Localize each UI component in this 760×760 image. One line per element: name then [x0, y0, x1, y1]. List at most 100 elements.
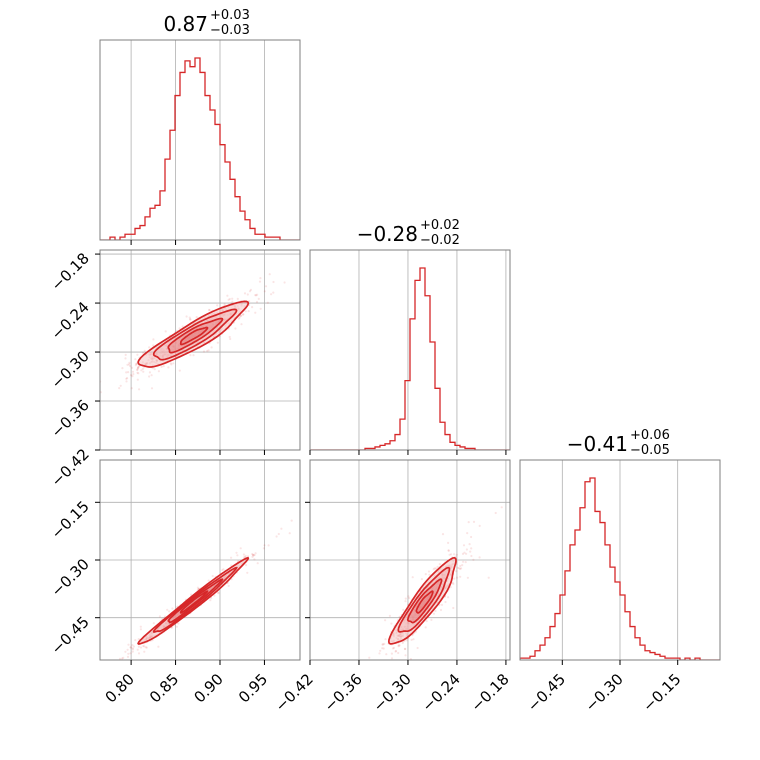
scatter-point	[459, 575, 462, 578]
scatter-point	[153, 360, 156, 364]
scatter-point	[407, 595, 410, 598]
scatter-point	[195, 316, 198, 319]
scatter-point	[412, 638, 415, 641]
scatter-point	[137, 645, 140, 648]
scatter-point	[236, 305, 239, 308]
scatter-point	[212, 313, 215, 316]
scatter-point	[136, 378, 139, 381]
scatter-point	[258, 280, 262, 283]
axes-frame	[309, 249, 511, 451]
histogram-step-0	[100, 57, 300, 240]
title-median: −0.28	[357, 222, 418, 246]
scatter-point	[438, 563, 441, 566]
scatter-point	[150, 633, 153, 636]
scatter-point	[266, 301, 269, 304]
scatter-point	[451, 562, 455, 565]
scatter-point	[189, 318, 192, 321]
scatter-point	[394, 650, 397, 653]
scatter-point	[236, 554, 239, 557]
y-tick-label: −0.30	[48, 555, 93, 600]
scatter-point	[464, 561, 467, 564]
y-tick-label: −0.36	[48, 396, 93, 441]
scatter-point	[158, 615, 161, 618]
scatter-point	[478, 524, 481, 528]
scatter-point	[397, 651, 400, 655]
scatter-point	[237, 317, 240, 320]
scatter-point	[455, 553, 458, 556]
scatter-point	[172, 362, 175, 365]
contour-level	[415, 590, 434, 614]
scatter-point	[242, 553, 245, 556]
scatter-point	[150, 357, 153, 360]
scatter-point	[424, 573, 427, 576]
scatter-point	[254, 294, 257, 297]
scatter-point	[463, 551, 466, 554]
scatter-point	[152, 344, 155, 347]
scatter-point	[392, 639, 395, 642]
scatter-point	[147, 637, 150, 640]
scatter-point	[408, 597, 411, 600]
scatter-point	[500, 506, 503, 509]
scatter-point	[175, 625, 178, 628]
scatter-point	[124, 353, 127, 356]
scatter-point	[150, 631, 153, 635]
scatter-point	[122, 656, 125, 660]
scatter-point	[277, 532, 280, 536]
scatter-point	[254, 552, 257, 555]
scatter-point	[74, 697, 76, 699]
scatter-point	[207, 579, 210, 582]
x-tick-label: −0.18	[468, 670, 513, 715]
scatter-point	[449, 565, 452, 568]
scatter-point	[145, 637, 148, 641]
scatter-point	[124, 357, 127, 360]
scatter-point	[166, 608, 169, 611]
scatter-point	[143, 650, 146, 653]
scatter-point	[306, 517, 308, 519]
scatter-point	[227, 584, 230, 588]
scatter-point	[156, 359, 159, 362]
scatter-point	[470, 547, 473, 550]
scatter-point	[251, 555, 254, 559]
scatter-point	[433, 567, 436, 570]
x-tick-label: −0.30	[370, 670, 415, 715]
contour-level	[179, 590, 209, 614]
scatter-point	[436, 565, 439, 568]
scatter-point	[404, 647, 407, 651]
scatter-point	[380, 682, 382, 684]
scatter-point	[216, 341, 219, 344]
y-tick-label: −0.42	[48, 445, 93, 490]
scatter-point	[382, 647, 385, 650]
scatter-point	[62, 391, 64, 393]
y-tick-label: −0.30	[48, 347, 93, 392]
scatter-point	[215, 311, 219, 314]
scatter-point	[131, 650, 134, 653]
scatter-point	[136, 368, 139, 371]
scatter-point	[136, 353, 139, 356]
scatter-point	[129, 652, 132, 655]
scatter-point	[391, 640, 394, 643]
scatter-point	[240, 314, 243, 317]
scatter-point	[139, 628, 142, 631]
scatter-point	[243, 305, 246, 308]
scatter-point	[452, 606, 455, 610]
scatter-point	[399, 633, 402, 636]
scatter-point	[252, 554, 255, 557]
scatter-point	[456, 566, 459, 569]
scatter-point	[459, 564, 462, 568]
scatter-point	[168, 610, 171, 613]
scatter-point	[227, 298, 230, 301]
x-tick-label: 0.90	[190, 670, 226, 706]
scatter-point	[447, 549, 450, 552]
scatter-point	[275, 535, 278, 538]
scatter-point	[148, 371, 151, 374]
scatter-point	[392, 633, 396, 636]
scatter-point	[170, 363, 173, 366]
scatter-point	[432, 612, 436, 615]
scatter-point	[448, 565, 451, 568]
scatter-point	[458, 567, 461, 570]
scatter-point	[390, 652, 393, 655]
scatter-point	[253, 553, 256, 557]
scatter-point	[213, 312, 216, 315]
x-tick-label: 0.85	[146, 670, 182, 706]
